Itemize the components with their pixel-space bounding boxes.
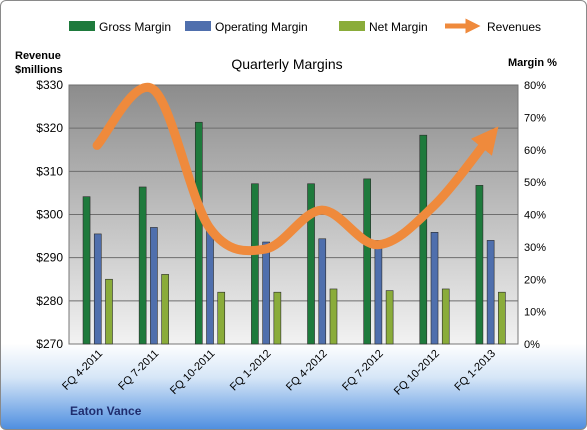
bar-operating-margin bbox=[262, 241, 270, 345]
x-axis-ticks: FQ 4-2011 FQ 7-2011 FQ 10-2011 FQ 1-2012 FQ … bbox=[60, 348, 498, 398]
left-tick-label: $310 bbox=[36, 164, 63, 178]
bar-gross-margin bbox=[307, 183, 315, 345]
left-tick-label: $270 bbox=[36, 337, 63, 351]
bar-operating-margin bbox=[150, 227, 158, 345]
bar-operating-margin bbox=[318, 238, 327, 345]
x-tick-label: FQ 7-2011 bbox=[116, 348, 161, 393]
legend-swatch-gross bbox=[69, 21, 95, 31]
revenue-line bbox=[92, 82, 499, 256]
bar-net-margin bbox=[329, 288, 338, 345]
left-axis-title-line2: $millions bbox=[15, 64, 63, 76]
bar-net-margin bbox=[385, 290, 394, 345]
source-label: Eaton Vance bbox=[70, 404, 142, 418]
left-tick-label: $300 bbox=[36, 208, 63, 222]
bar-operating-margin bbox=[486, 240, 495, 345]
bar-gross-margin bbox=[419, 134, 428, 345]
bar-net-margin bbox=[441, 288, 450, 345]
bar-net-margin bbox=[217, 291, 226, 345]
bar-net-margin bbox=[161, 274, 169, 345]
left-axis-ticks: $270 $280 $290 $300 $310 $320 $330 bbox=[36, 78, 63, 351]
left-axis-title-line1: Revenue bbox=[15, 50, 61, 62]
bar-operating-margin bbox=[93, 233, 102, 345]
right-tick-label: 80% bbox=[524, 80, 546, 92]
right-tick-label: 0% bbox=[524, 339, 540, 351]
x-tick-label: FQ 10-2011 bbox=[168, 348, 217, 397]
x-tick-label: FQ 7-2012 bbox=[340, 348, 386, 394]
right-tick-label: 20% bbox=[524, 274, 546, 286]
bar-net-margin bbox=[105, 278, 113, 345]
legend: Gross Margin Operating Margin Net Margin… bbox=[69, 18, 541, 34]
legend-label-revenues: Revenues bbox=[487, 20, 541, 34]
legend-swatch-operating bbox=[185, 21, 211, 31]
bar-operating-margin bbox=[430, 232, 439, 345]
bar-operating-margin bbox=[206, 230, 214, 345]
right-tick-label: 30% bbox=[524, 242, 546, 254]
right-axis-title: Margin % bbox=[508, 57, 557, 69]
bar-gross-margin bbox=[138, 186, 147, 345]
bar-net-margin bbox=[498, 291, 506, 345]
legend-label-net: Net Margin bbox=[369, 20, 428, 34]
x-tick-label: FQ 1-2012 bbox=[228, 348, 274, 394]
x-tick-label: FQ 1-2013 bbox=[452, 348, 498, 394]
bar-gross-margin bbox=[475, 185, 484, 345]
legend-swatch-net bbox=[339, 21, 365, 31]
x-tick-label: FQ 4-2011 bbox=[60, 348, 105, 393]
bar-gross-margin bbox=[82, 196, 91, 345]
legend-label-gross: Gross Margin bbox=[99, 20, 171, 34]
bar-net-margin bbox=[273, 291, 282, 345]
right-axis-ticks: 0% 10% 20% 30% 40% 50% 60% 70% 80% bbox=[524, 80, 546, 351]
left-tick-label: $330 bbox=[36, 78, 63, 92]
bars bbox=[82, 121, 506, 345]
right-tick-label: 10% bbox=[524, 307, 546, 319]
right-tick-label: 60% bbox=[524, 145, 546, 157]
left-tick-label: $280 bbox=[36, 294, 63, 308]
right-tick-label: 70% bbox=[524, 112, 546, 124]
chart-title: Quarterly Margins bbox=[231, 56, 342, 72]
legend-label-operating: Operating Margin bbox=[215, 20, 308, 34]
bar-gross-margin bbox=[194, 121, 203, 345]
x-tick-label: FQ 4-2012 bbox=[284, 348, 330, 394]
left-tick-label: $290 bbox=[36, 251, 63, 265]
bar-gross-margin bbox=[363, 178, 371, 345]
left-tick-label: $320 bbox=[36, 121, 63, 135]
x-tick-label: FQ 10-2012 bbox=[392, 348, 442, 398]
right-tick-label: 50% bbox=[524, 177, 546, 189]
right-tick-label: 40% bbox=[524, 210, 546, 222]
bar-gross-margin bbox=[251, 183, 259, 345]
bar-operating-margin bbox=[374, 240, 383, 345]
